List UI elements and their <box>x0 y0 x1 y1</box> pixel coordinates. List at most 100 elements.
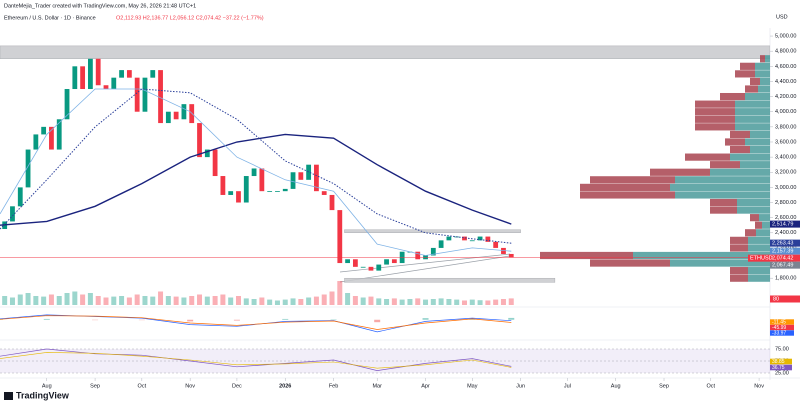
candle-body <box>243 176 249 203</box>
volume-bar <box>17 294 23 305</box>
candle-body <box>158 70 163 124</box>
profile-down <box>725 138 745 146</box>
volume-bar <box>158 291 164 305</box>
profile-up <box>737 198 770 207</box>
volume-bar <box>477 300 483 305</box>
candle-body <box>329 194 335 211</box>
volume-bar <box>384 299 390 305</box>
price-tag-label: 2,074.42 <box>772 256 793 262</box>
price-tag: 2,263.43 <box>770 239 800 247</box>
candle-body <box>321 191 327 195</box>
volume-bar <box>173 296 179 305</box>
profile-down <box>755 221 762 229</box>
volume-bar <box>352 296 358 305</box>
profile-up <box>755 70 770 78</box>
candle-body <box>485 236 491 242</box>
volume-bar <box>33 296 39 305</box>
candle-body <box>126 70 132 78</box>
price-tag-label: 2,263.43 <box>772 241 793 247</box>
candle-body <box>49 126 54 150</box>
candle-body <box>64 89 70 120</box>
price-tag-bg <box>770 254 800 262</box>
y-tick-label: 4,800.00 <box>775 49 796 55</box>
rsi-tag-label: 38.85 <box>772 359 785 365</box>
moving-average <box>0 133 512 226</box>
rsi-tick-label: 25.00 <box>775 370 789 376</box>
profile-down <box>730 267 748 275</box>
profile-down <box>745 229 756 237</box>
profile-up <box>670 183 770 191</box>
y-tick-label: 3,800.00 <box>775 124 796 130</box>
x-tick-label: Feb <box>329 383 338 389</box>
y-tick-label: 4,200.00 <box>775 94 796 100</box>
profile-down <box>710 161 740 169</box>
profile-up <box>730 153 770 161</box>
volume-bar <box>376 298 382 305</box>
candle-body <box>493 241 499 248</box>
candle-body <box>173 111 179 120</box>
candle-body <box>314 164 319 192</box>
candle-body <box>282 188 288 192</box>
volume-bar <box>9 297 15 305</box>
macd-hist <box>422 318 429 320</box>
profile-up <box>670 259 770 267</box>
volume-bar <box>430 299 436 305</box>
profile-down <box>750 214 759 222</box>
candle-body <box>477 236 483 241</box>
profile-up <box>750 130 770 139</box>
symbol-tag: ETHUSD <box>750 256 773 262</box>
profile-down <box>540 251 633 260</box>
trend-line <box>339 255 511 283</box>
volume-bar <box>282 299 288 305</box>
y-tick-label: 4,600.00 <box>775 64 796 70</box>
profile-up <box>745 138 770 146</box>
volume-bar <box>391 298 397 305</box>
macd-hist <box>233 319 240 321</box>
volume-bar <box>500 299 506 305</box>
candle-body <box>80 66 86 90</box>
volume-bar <box>95 296 101 305</box>
profile-down <box>710 198 737 207</box>
profile-down <box>695 108 735 116</box>
y-tick-label: 2,600.00 <box>775 215 796 221</box>
profile-down <box>730 244 748 252</box>
rsi-tick-label: 75.00 <box>775 346 789 352</box>
y-tick-label: 4,400.00 <box>775 79 796 85</box>
rsi-tag-bg <box>770 364 792 371</box>
volume-bar <box>298 299 304 305</box>
volume-bar <box>72 291 78 305</box>
profile-up <box>735 108 770 116</box>
price-tag-bg <box>770 261 800 269</box>
macd-hist <box>187 319 194 322</box>
volume-bar <box>64 293 70 305</box>
macd-hist <box>508 317 515 320</box>
profile-up <box>748 244 770 252</box>
candle-body <box>259 168 265 192</box>
candle-body <box>142 77 148 112</box>
candle-body <box>33 134 39 150</box>
candle-body <box>134 77 140 112</box>
profile-down <box>580 191 675 199</box>
candle-body <box>267 191 273 192</box>
volume-bar <box>485 300 491 305</box>
candle-body <box>376 264 382 271</box>
macd-hist <box>282 318 289 320</box>
main-pane <box>0 45 770 283</box>
rsi-tag-bg <box>770 358 792 365</box>
candle-body <box>150 70 156 78</box>
profile-up <box>758 85 770 93</box>
price-tag: 2,514.79 <box>770 220 800 228</box>
x-tick-label: Sep <box>659 383 669 389</box>
volume-bar <box>267 299 273 305</box>
volume-bar <box>142 296 148 305</box>
profile-down <box>730 274 748 282</box>
volume-bar <box>368 296 374 305</box>
candle-body <box>501 247 506 254</box>
macd-tag-label: -33.97 <box>772 330 786 336</box>
symbol-tag-bg <box>748 254 770 262</box>
volume-bar <box>438 298 444 305</box>
candle-body <box>352 259 358 267</box>
candle-body <box>430 247 436 256</box>
volume-bar <box>41 296 47 305</box>
